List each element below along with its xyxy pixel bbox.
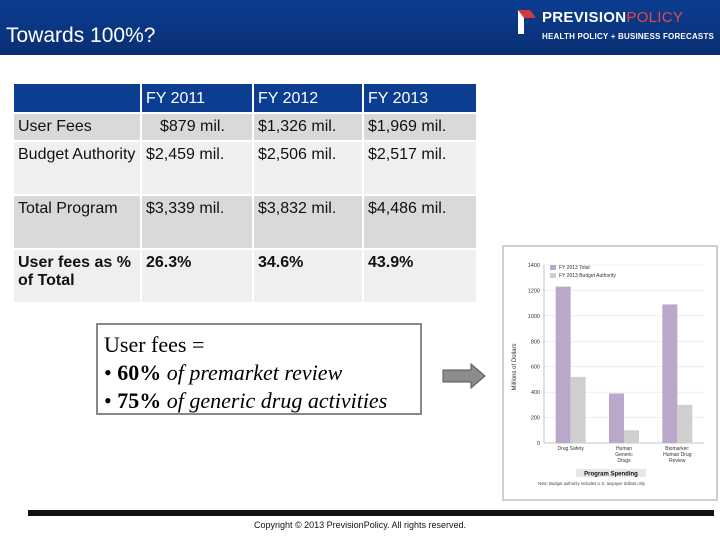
- legend-swatch: [550, 265, 556, 270]
- x-tick-label: Biomarker:: [665, 446, 689, 452]
- table-row: User Fees $879 mil. $1,326 mil. $1,969 m…: [14, 113, 478, 142]
- fee-table: FY 2011 FY 2012 FY 2013 User Fees $879 m…: [14, 84, 478, 304]
- y-tick-label: 600: [531, 365, 540, 371]
- table-cell: $879 mil.: [141, 113, 254, 142]
- logo: PREVISIONPOLICY HEALTH POLICY + BUSINESS…: [516, 6, 716, 46]
- table-cell: 43.9%: [363, 249, 478, 304]
- row-label: Budget Authority: [14, 141, 142, 196]
- bar: [624, 430, 639, 443]
- table-cell: 26.3%: [141, 249, 254, 304]
- bar: [677, 404, 693, 443]
- y-tick-label: 800: [531, 339, 540, 345]
- chart-footnote: Note: Budget authority includes U.S. tax…: [538, 481, 646, 486]
- table-cell: $3,339 mil.: [141, 195, 254, 250]
- legend-label: FY 2013 Budget Authority: [559, 273, 616, 279]
- slide-title: Towards 100%?: [6, 24, 156, 47]
- x-axis-label-box: [576, 469, 646, 477]
- x-tick-label: Drugs: [617, 458, 631, 464]
- x-tick-label: Human: [616, 446, 632, 452]
- bar: [662, 304, 678, 443]
- row-label: User fees as % of Total: [14, 249, 142, 304]
- legend-label: FY 2013 Total: [559, 265, 590, 271]
- bar: [609, 393, 624, 443]
- spending-chart: 0 200 400 600 800 1000 1200 1400 Drug Safety Huma…: [512, 263, 704, 486]
- right-arrow-icon: [442, 362, 486, 390]
- x-axis-label: Program Spending: [584, 472, 638, 478]
- table-cell: 34.6%: [253, 249, 364, 304]
- table-cell: $2,459 mil.: [141, 141, 254, 196]
- table-header-cell: FY 2011: [141, 84, 254, 114]
- logo-name: PREVISIONPOLICY: [542, 9, 684, 26]
- table-row: Total Program $3,339 mil. $3,832 mil. $4…: [14, 195, 478, 250]
- chart-panel: 0 200 400 600 800 1000 1200 1400 Drug Safety Huma…: [502, 245, 718, 501]
- flag-icon: [518, 10, 536, 34]
- callout-line-2: • 60% of premarket review: [104, 360, 343, 385]
- x-tick-label: Review: [669, 458, 686, 464]
- table-row: Budget Authority $2,459 mil. $2,506 mil.…: [14, 141, 478, 196]
- copyright-text: Copyright © 2013 PrevisionPolicy. All ri…: [254, 520, 467, 530]
- table-cell: $2,517 mil.: [363, 141, 478, 196]
- x-tick-label: Drug Safety: [557, 446, 584, 452]
- title-bar: [0, 0, 720, 55]
- table-header-cell: FY 2013: [363, 84, 478, 114]
- bar: [555, 286, 571, 443]
- table-cell: $1,969 mil.: [363, 113, 478, 142]
- y-axis-label: Millions of Dollars: [512, 343, 518, 390]
- bar: [570, 376, 586, 443]
- chart-bars: [555, 286, 693, 443]
- logo-tagline: HEALTH POLICY + BUSINESS FORECASTS: [542, 32, 715, 41]
- table-header-row: FY 2011 FY 2012 FY 2013: [14, 84, 478, 114]
- table-header-cell: FY 2012: [253, 84, 364, 114]
- y-tick-label: 1200: [528, 288, 540, 294]
- x-tick-label: Generic: [615, 452, 633, 458]
- table-cell: $4,486 mil.: [363, 195, 478, 250]
- callout-box: User fees = • 60% of premarket review • …: [96, 323, 422, 415]
- y-tick-label: 1400: [528, 263, 540, 269]
- callout-line-3: • 75% of generic drug activities: [104, 388, 388, 413]
- table-cell: $1,326 mil.: [253, 113, 364, 142]
- y-tick-label: 200: [531, 416, 540, 422]
- y-tick-label: 0: [537, 441, 540, 447]
- footer-rule: [28, 510, 714, 516]
- y-tick-label: 1000: [528, 314, 540, 320]
- table-header-cell: [14, 84, 142, 114]
- row-label: User Fees: [14, 113, 142, 142]
- callout-line-1: User fees =: [104, 332, 205, 357]
- table-cell: $2,506 mil.: [253, 141, 364, 196]
- x-tick-label: Human Drug: [663, 452, 692, 458]
- y-tick-label: 400: [531, 390, 540, 396]
- table-cell: $3,832 mil.: [253, 195, 364, 250]
- chart-legend: FY 2013 Total FY 2013 Budget Authority: [550, 265, 616, 279]
- table-row: User fees as % of Total 26.3% 34.6% 43.9…: [14, 249, 478, 304]
- legend-swatch: [550, 273, 556, 278]
- row-label: Total Program: [14, 195, 142, 250]
